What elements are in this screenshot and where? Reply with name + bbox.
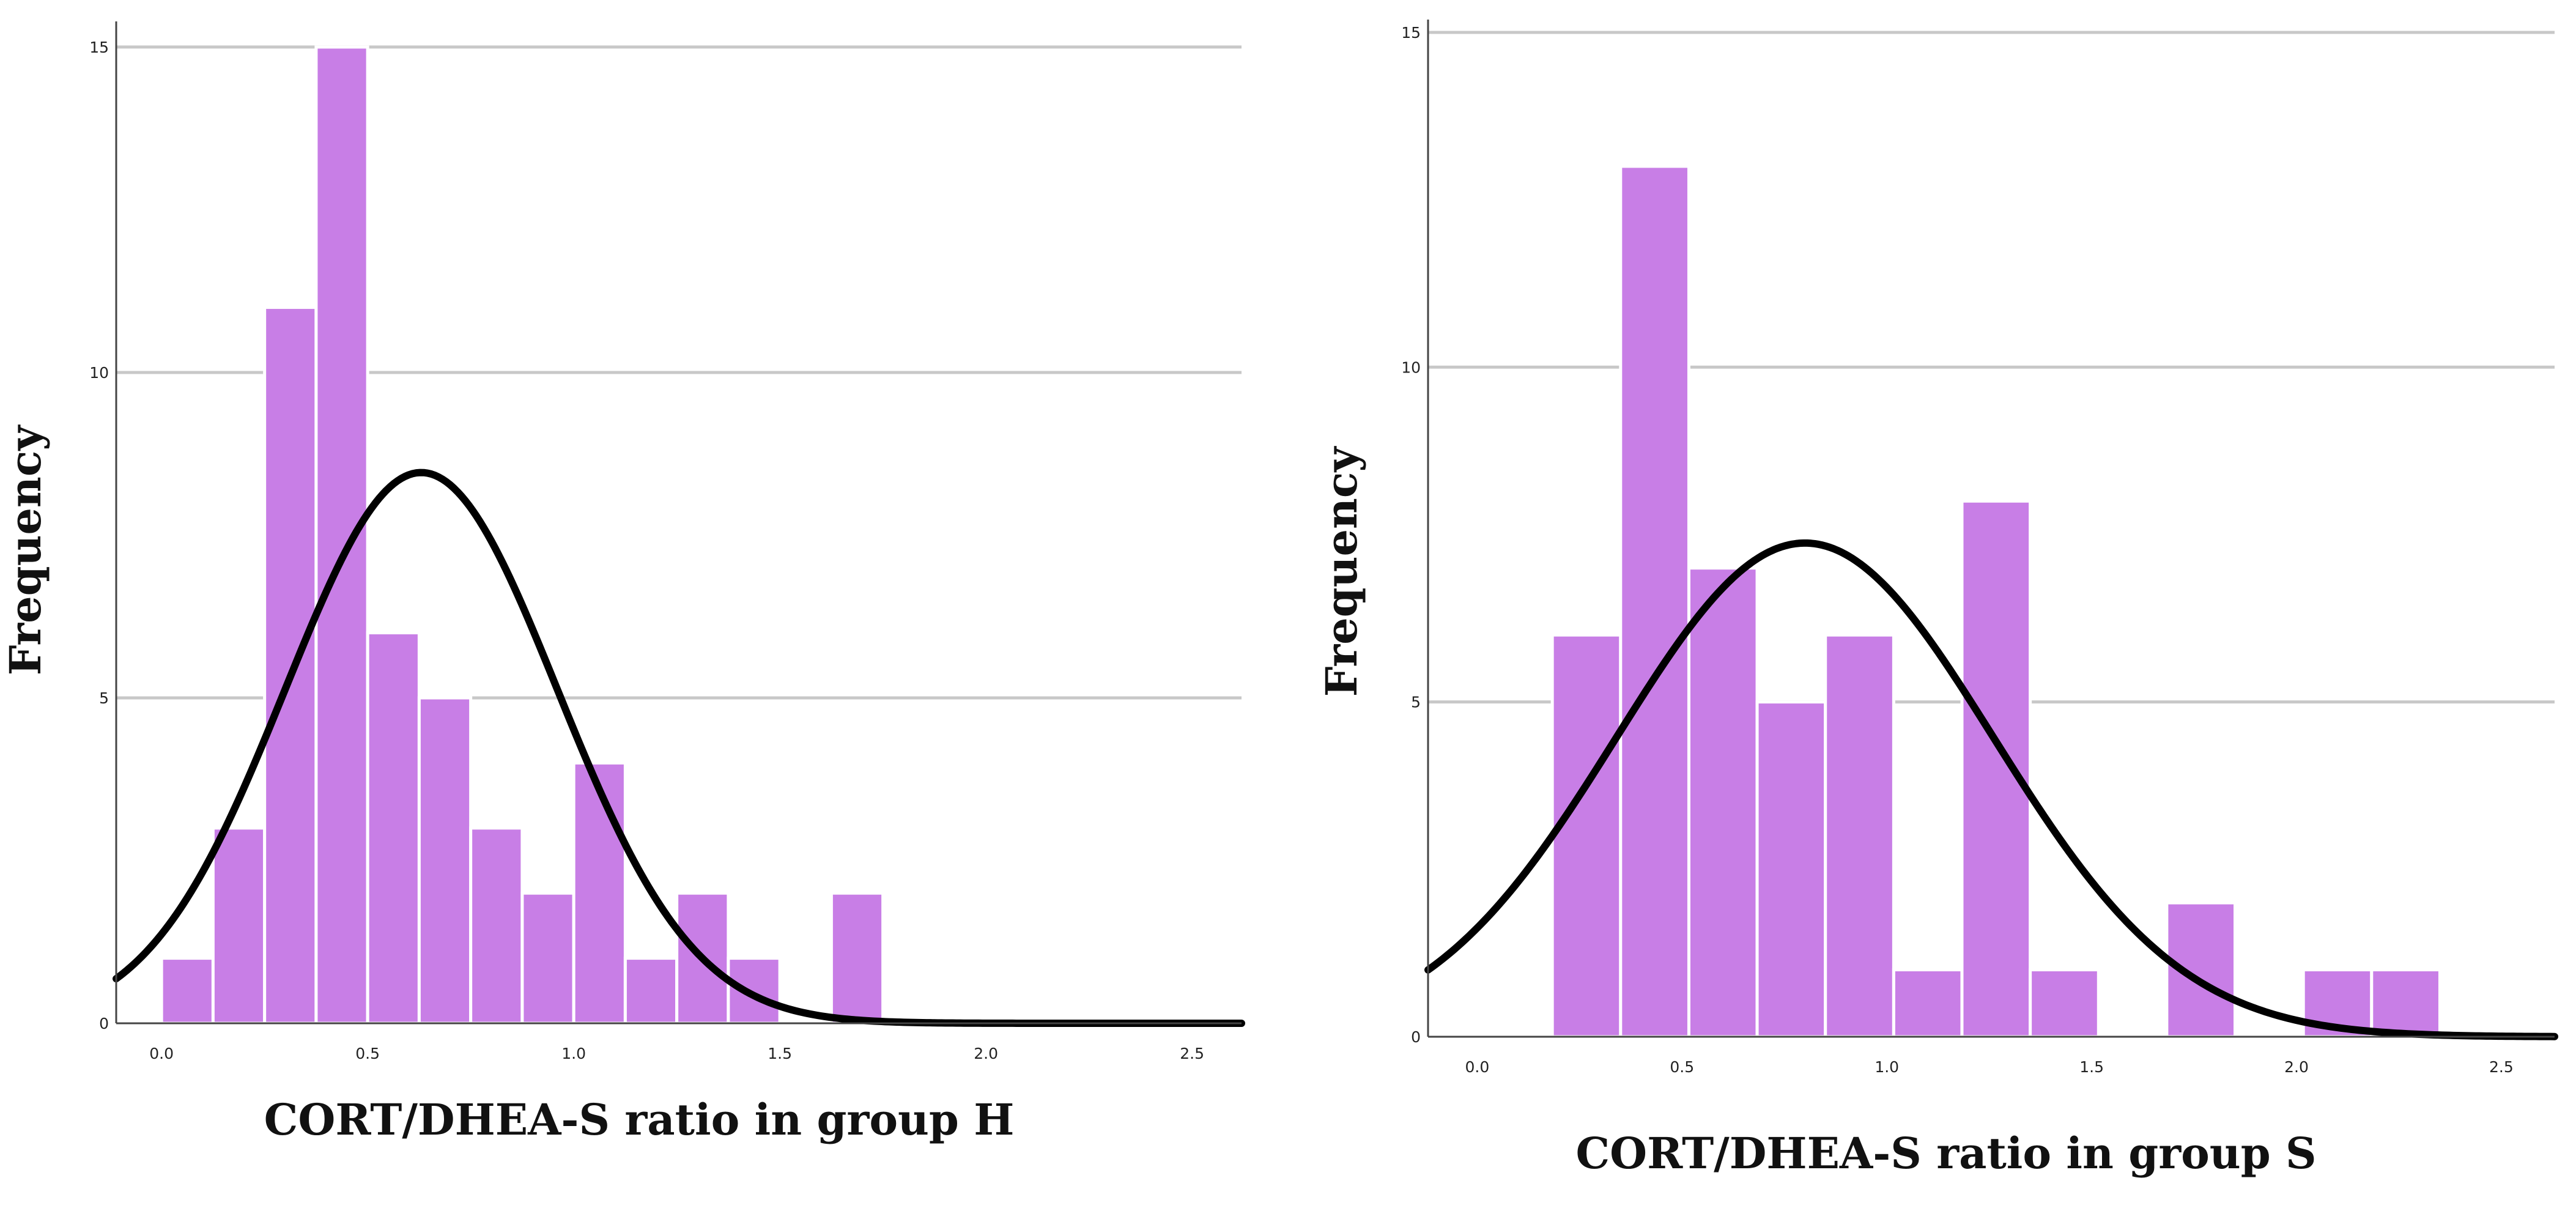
histogram-bar (1619, 165, 1690, 1039)
x-tick-label: 0.0 (149, 1045, 174, 1062)
x-tick-label: 1.0 (561, 1045, 586, 1062)
histogram-bar (366, 631, 421, 1025)
axes (115, 21, 1242, 1025)
histogram-bar (314, 45, 369, 1025)
y-tick-label: 15 (1401, 24, 1421, 42)
histogram-bar (263, 306, 318, 1025)
x-tick-label: 2.5 (1180, 1045, 1204, 1062)
y-tick-label: 0 (1411, 1028, 1421, 1046)
histogram-bar (160, 957, 215, 1025)
histogram-bar (1550, 633, 1623, 1039)
histogram-bar (727, 957, 782, 1025)
histogram-bar (1755, 700, 1827, 1039)
y-tick-labels: 0 5 10 15 (1401, 24, 1421, 1046)
axes (1427, 20, 2555, 1038)
histogram-bar (1892, 968, 1964, 1039)
x-tick-label: 2.0 (974, 1045, 998, 1062)
x-tick-label: 1.0 (1875, 1058, 1899, 1076)
x-axis-title: CORT/DHEA-S ratio in group S (1575, 1128, 2316, 1179)
x-tick-label: 1.5 (768, 1045, 792, 1062)
normal-curve (1424, 539, 2558, 1040)
y-axis-title: Frequency (1316, 445, 1367, 697)
y-axis-title: Frequency (0, 424, 51, 675)
normal-curve-group (1424, 539, 2558, 1040)
y-tick-label: 5 (99, 689, 109, 707)
histogram-bar (211, 826, 267, 1025)
histogram-bar (623, 957, 679, 1025)
x-tick-labels: 0.0 0.5 1.0 1.5 2.0 2.5 (1465, 1058, 2513, 1076)
histogram-bar (2029, 968, 2100, 1039)
x-tick-label: 0.5 (355, 1045, 380, 1062)
histogram-bar (1960, 499, 2032, 1039)
histogram-bar (1824, 633, 1895, 1039)
x-tick-label: 2.5 (2489, 1058, 2514, 1076)
histogram-bar (417, 696, 473, 1025)
histogram-bar (2370, 968, 2441, 1039)
histogram-bar (1687, 566, 1759, 1039)
histogram-group-s: 0.0 0.5 1.0 1.5 2.0 2.5 0 5 10 15 CORT/DHEA-S ra… (1316, 20, 2558, 1179)
x-axis-title: CORT/DHEA-S ratio in group H (264, 1094, 1015, 1145)
histogram-bar (520, 891, 576, 1025)
histogram-bars (160, 45, 885, 1025)
y-tick-label: 0 (99, 1015, 109, 1032)
x-tick-labels: 0.0 0.5 1.0 1.5 2.0 2.5 (149, 1045, 1204, 1062)
y-tick-label: 10 (1401, 358, 1421, 376)
histogram-bar (829, 891, 885, 1025)
x-tick-label: 0.0 (1465, 1058, 1489, 1076)
y-tick-label: 15 (89, 39, 109, 56)
x-tick-label: 0.5 (1670, 1058, 1694, 1076)
y-tick-labels: 0 5 10 15 (89, 39, 109, 1032)
histogram-bar (469, 826, 524, 1025)
y-tick-label: 10 (89, 364, 109, 382)
y-tick-label: 5 (1411, 694, 1421, 711)
histogram-group-h: 0.0 0.5 1.0 1.5 2.0 2.5 0 5 10 15 CORT/DHEA-S ra… (0, 21, 1245, 1145)
histogram-bars (1550, 165, 2441, 1039)
histogram-bar (572, 761, 627, 1025)
x-tick-label: 1.5 (2079, 1058, 2104, 1076)
x-tick-label: 2.0 (2284, 1058, 2309, 1076)
